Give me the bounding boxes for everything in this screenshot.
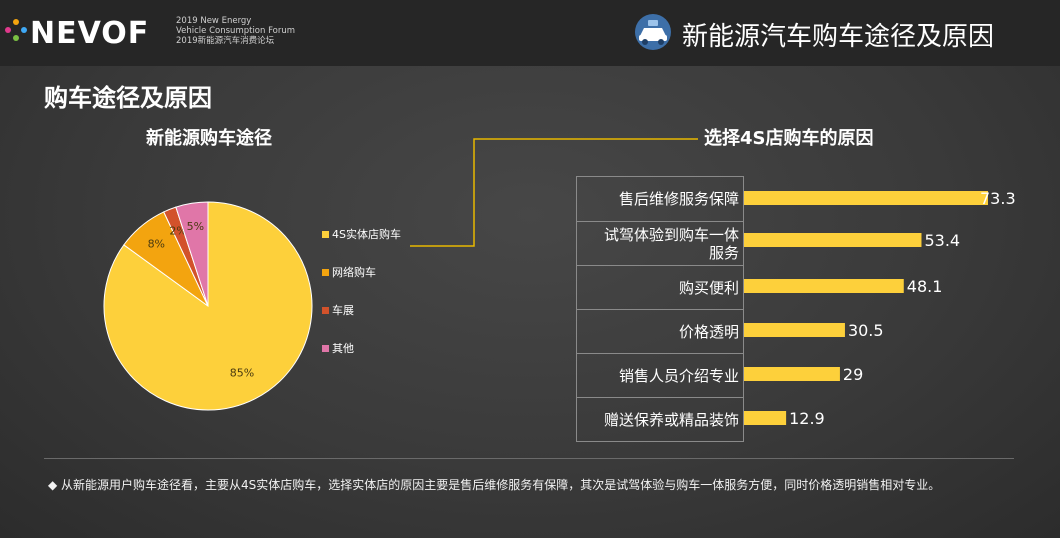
pie-data-label-4: 5% bbox=[187, 220, 204, 233]
bar-4 bbox=[743, 323, 845, 337]
legend-label: 网络购车 bbox=[332, 266, 376, 279]
bar-3 bbox=[743, 279, 904, 293]
car-icon bbox=[635, 14, 671, 50]
bar-category-label-3: 购买便利 bbox=[577, 265, 743, 309]
bar-1 bbox=[743, 191, 988, 205]
legend-swatch bbox=[322, 268, 329, 276]
bar-value-label-5: 29 bbox=[843, 365, 863, 384]
legend-item-4: 其他 bbox=[322, 340, 354, 356]
pie-data-label-1: 85% bbox=[230, 367, 254, 380]
bar-value-label-3: 48.1 bbox=[907, 277, 943, 296]
logo-sub-line-3: 2019新能源汽车消费论坛 bbox=[176, 36, 275, 46]
connector-line bbox=[410, 138, 698, 247]
legend-label: 4S实体店购车 bbox=[332, 228, 401, 241]
logo-dots-icon bbox=[5, 19, 27, 41]
legend-swatch bbox=[322, 230, 329, 238]
bar-6 bbox=[743, 411, 787, 425]
legend-swatch bbox=[322, 344, 329, 352]
bar-value-label-6: 12.9 bbox=[789, 409, 825, 428]
footer-divider bbox=[44, 458, 1014, 459]
bar-2 bbox=[743, 233, 922, 247]
bar-category-label-1: 售后维修服务保障 bbox=[618, 190, 739, 208]
pie-chart-title: 新能源购车途径 bbox=[146, 128, 272, 149]
legend-label: 其他 bbox=[332, 342, 354, 355]
bar-category-label-2: 试驾体验到购车一体 服务 bbox=[577, 221, 743, 265]
bar-value-label-2: 53.4 bbox=[924, 231, 960, 250]
pie-slice-4 bbox=[175, 201, 209, 307]
logo-sub-line-1: 2019 New Energy bbox=[176, 16, 252, 26]
pie-chart: 85%8%2% 5% bbox=[103, 201, 313, 411]
bar-chart: 73.3 53.4 48.1 30.5 29 12.9 bbox=[743, 189, 1016, 428]
logo-text: NEVOF bbox=[30, 16, 150, 51]
bar-5 bbox=[743, 367, 840, 381]
bar-value-label-1: 73.3 bbox=[980, 189, 1016, 208]
bar-category-label-4: 价格透明 bbox=[577, 309, 743, 353]
section-title: 购车途径及原因 bbox=[44, 84, 212, 112]
legend-item-1: 4S实体店购车 bbox=[322, 226, 401, 242]
bar-chart-title: 选择4S店购车的原因 bbox=[704, 128, 874, 149]
logo-sub-line-2: Vehicle Consumption Forum bbox=[176, 26, 296, 36]
legend-label: 车展 bbox=[332, 304, 354, 317]
legend-swatch bbox=[322, 306, 329, 314]
bar-category-label-6: 赠送保养或精品装饰 bbox=[577, 397, 743, 441]
legend-item-3: 车展 bbox=[322, 302, 354, 318]
nevof-logo: NEVOF 2019 New Energy Vehicle Consumptio… bbox=[5, 8, 295, 52]
bar-category-table: 售后维修服务保障试驾体验到购车一体 服务 购买便利 价格透明 销售人员介绍专业 赠送保养或… bbox=[576, 176, 744, 442]
bar-value-label-4: 30.5 bbox=[848, 321, 884, 340]
header-title: 新能源汽车购车途径及原因 bbox=[682, 22, 995, 52]
top-bar bbox=[0, 0, 1060, 66]
bar-category-label-5: 销售人员介绍专业 bbox=[577, 353, 743, 397]
legend-item-2: 网络购车 bbox=[322, 264, 376, 280]
pie-data-label-2: 8% bbox=[148, 237, 165, 250]
footnote: ◆ 从新能源用户购车途径看，主要从4S实体店购车，选择实体店的原因主要是售后维修… bbox=[48, 478, 941, 492]
